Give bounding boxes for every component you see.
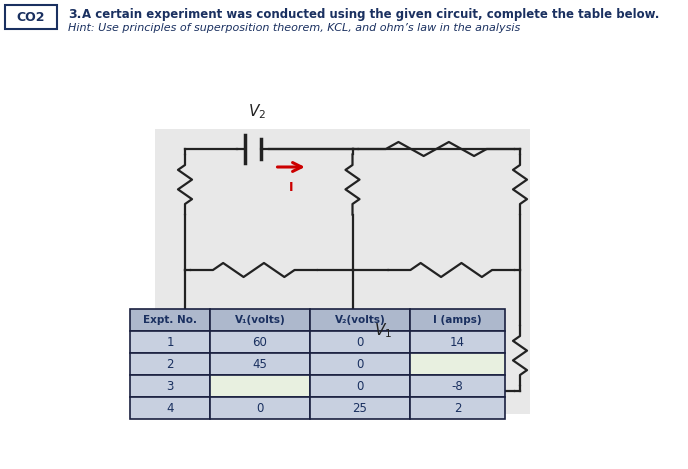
Bar — [410, 353, 505, 375]
Text: Expt. No.: Expt. No. — [143, 315, 197, 325]
Text: 25: 25 — [352, 401, 367, 415]
Bar — [410, 397, 505, 419]
Text: $V_2$: $V_2$ — [248, 102, 266, 121]
Text: 60: 60 — [252, 335, 268, 348]
Text: 2: 2 — [454, 401, 461, 415]
Text: 1: 1 — [166, 335, 174, 348]
Bar — [210, 309, 310, 331]
Bar — [210, 375, 310, 397]
Text: V₁(volts): V₁(volts) — [235, 315, 286, 325]
Text: V₂(volts): V₂(volts) — [334, 315, 385, 325]
Text: 14: 14 — [450, 335, 465, 348]
Text: 0: 0 — [356, 357, 364, 371]
Text: 45: 45 — [252, 357, 268, 371]
Bar — [210, 397, 310, 419]
Bar — [130, 375, 210, 397]
Bar — [210, 331, 310, 353]
Text: I (amps): I (amps) — [433, 315, 482, 325]
Bar — [410, 375, 505, 397]
Text: 0: 0 — [257, 401, 264, 415]
Text: 2: 2 — [166, 357, 174, 371]
Bar — [130, 397, 210, 419]
Text: 3: 3 — [166, 379, 173, 393]
Bar — [130, 309, 210, 331]
Text: 0: 0 — [356, 379, 364, 393]
Bar — [310, 397, 410, 419]
Text: A certain experiment was conducted using the given circuit, complete the table b: A certain experiment was conducted using… — [82, 8, 659, 21]
Text: $V_1$: $V_1$ — [374, 321, 393, 340]
Text: -8: -8 — [451, 379, 464, 393]
Bar — [310, 331, 410, 353]
Bar — [410, 309, 505, 331]
Bar — [310, 353, 410, 375]
Bar — [130, 353, 210, 375]
Bar — [310, 375, 410, 397]
Text: CO2: CO2 — [17, 10, 45, 23]
Bar — [130, 331, 210, 353]
Text: 0: 0 — [356, 335, 364, 348]
Text: Hint: Use principles of superposition theorem, KCL, and ohm’s law in the analysi: Hint: Use principles of superposition th… — [68, 23, 520, 33]
Bar — [310, 309, 410, 331]
Bar — [5, 5, 57, 29]
Bar — [155, 129, 530, 414]
Text: 4: 4 — [166, 401, 174, 415]
Bar — [210, 353, 310, 375]
Text: 3.: 3. — [68, 8, 81, 21]
Text: I: I — [289, 181, 293, 194]
Bar — [410, 331, 505, 353]
